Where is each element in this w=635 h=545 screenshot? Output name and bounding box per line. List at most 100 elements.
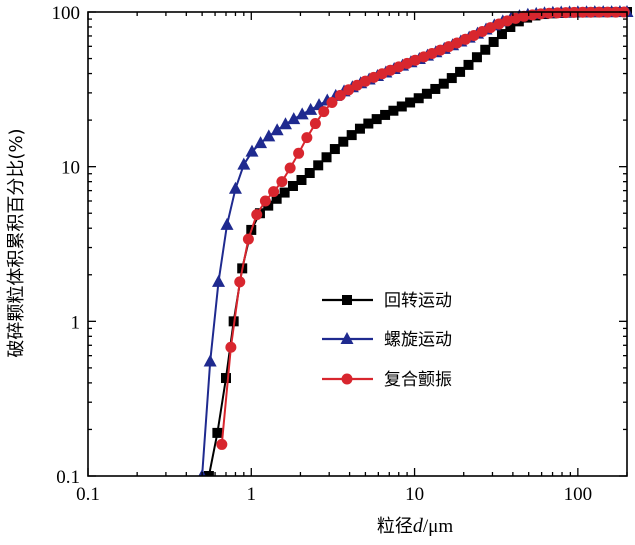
series-3-point: [443, 41, 455, 53]
legend-label-1: 回转运动: [384, 291, 452, 311]
series-3-point: [293, 147, 305, 159]
series-3-point: [301, 132, 313, 144]
series-3-point: [468, 29, 480, 41]
series-1-point: [304, 168, 315, 179]
series-1-point: [430, 83, 441, 94]
series-1-point: [346, 130, 357, 141]
series-3-point: [251, 209, 263, 221]
x-axis-title-prefix: 粒径: [377, 516, 413, 537]
series-1-point: [421, 88, 432, 99]
series-3-point: [535, 8, 547, 20]
series-3-point: [459, 33, 471, 45]
axes: [87, 11, 628, 477]
plot-frame: [87, 11, 628, 477]
series-3-point: [501, 15, 513, 27]
series-1-point: [287, 180, 298, 191]
series-1-point: [203, 471, 214, 476]
series-2-point: [304, 102, 318, 115]
series-1-point: [455, 66, 466, 77]
series-3-point: [359, 75, 371, 87]
series-1-point: [363, 118, 374, 129]
series-1-point: [338, 136, 349, 147]
legend-label-2: 螺旋运动: [384, 330, 452, 350]
plot-content: [198, 5, 634, 476]
x-tick-label-1: 1: [247, 484, 257, 505]
series-3-point: [309, 118, 321, 130]
series-3-point: [242, 233, 254, 245]
legend-marker-2: [340, 332, 354, 344]
series-1-point: [321, 152, 332, 163]
series-1-point: [505, 21, 516, 32]
series-3-point: [368, 71, 380, 83]
series-1-point: [220, 373, 231, 384]
series-1-point: [446, 73, 457, 84]
series-3-point: [485, 22, 497, 34]
legend-marker-1: [342, 295, 352, 305]
series-1-point: [354, 123, 365, 134]
x-axis-title: 粒径d/μm: [377, 515, 453, 537]
series-3-point: [343, 84, 355, 96]
series-1-point: [388, 105, 399, 116]
series-3-point: [543, 7, 555, 19]
series-2-point: [254, 136, 268, 149]
series-1-point: [396, 101, 407, 112]
series-3-point: [518, 10, 530, 22]
series-3-point: [434, 44, 446, 56]
series-3-point: [268, 186, 280, 198]
series-3-point: [216, 438, 228, 450]
series-2-point: [228, 181, 242, 194]
series-2-point: [212, 274, 226, 287]
legend-entry-1: 回转运动: [322, 291, 452, 311]
series-1-point: [471, 52, 482, 63]
x-tick-label-3: 100: [564, 484, 593, 505]
series-2-point: [278, 117, 292, 130]
series-1-point: [413, 93, 424, 104]
series-3-point: [326, 96, 338, 108]
y-tick-label-0: 0.1: [56, 467, 80, 488]
series-3-point: [376, 68, 388, 80]
series-3-point: [384, 64, 396, 76]
series-1-point: [279, 187, 290, 198]
series-3-point: [476, 26, 488, 38]
series-1-point: [488, 36, 499, 47]
series-3-point: [451, 37, 463, 49]
series-3-point: [234, 276, 246, 288]
series-1-point: [496, 29, 507, 40]
legend-marker-3: [341, 373, 353, 385]
y-axis-title: 破碎颗粒体积累积百分比(%): [6, 128, 27, 357]
series-3-point: [351, 79, 363, 91]
series-3: [216, 6, 630, 450]
series-3-point: [409, 54, 421, 66]
series-2-point: [287, 112, 301, 125]
y-tick-label-2: 10: [61, 158, 80, 179]
series-3-point: [334, 89, 346, 101]
series-3-point: [426, 48, 438, 60]
series-1-point: [371, 114, 382, 125]
x-tick-label-0: 0.1: [76, 484, 100, 505]
series-1-point: [212, 427, 223, 438]
series-2-point: [220, 217, 234, 230]
y-tick-label-1: 1: [71, 312, 81, 333]
series-2-point: [237, 157, 251, 170]
y-tick-label-3: 100: [52, 3, 81, 24]
legend-entry-2: 螺旋运动: [322, 330, 452, 350]
series-1-point: [296, 174, 307, 185]
series-2-point: [262, 129, 276, 142]
series-3-point: [225, 341, 237, 353]
series-1-point: [313, 160, 324, 171]
series-3-point: [259, 195, 271, 207]
series-3-point: [276, 176, 288, 188]
series-1-point: [380, 109, 391, 120]
series-2-point: [203, 354, 217, 367]
series-2-point: [245, 144, 259, 157]
legend-entry-3: 复合颤振: [322, 370, 452, 390]
series-2-point: [295, 107, 309, 120]
x-tick-label-2: 10: [405, 484, 424, 505]
series-1-point: [271, 193, 282, 204]
series-3-point: [551, 7, 563, 19]
series-1-point: [463, 59, 474, 70]
x-axis-title-variable: d: [413, 515, 424, 537]
